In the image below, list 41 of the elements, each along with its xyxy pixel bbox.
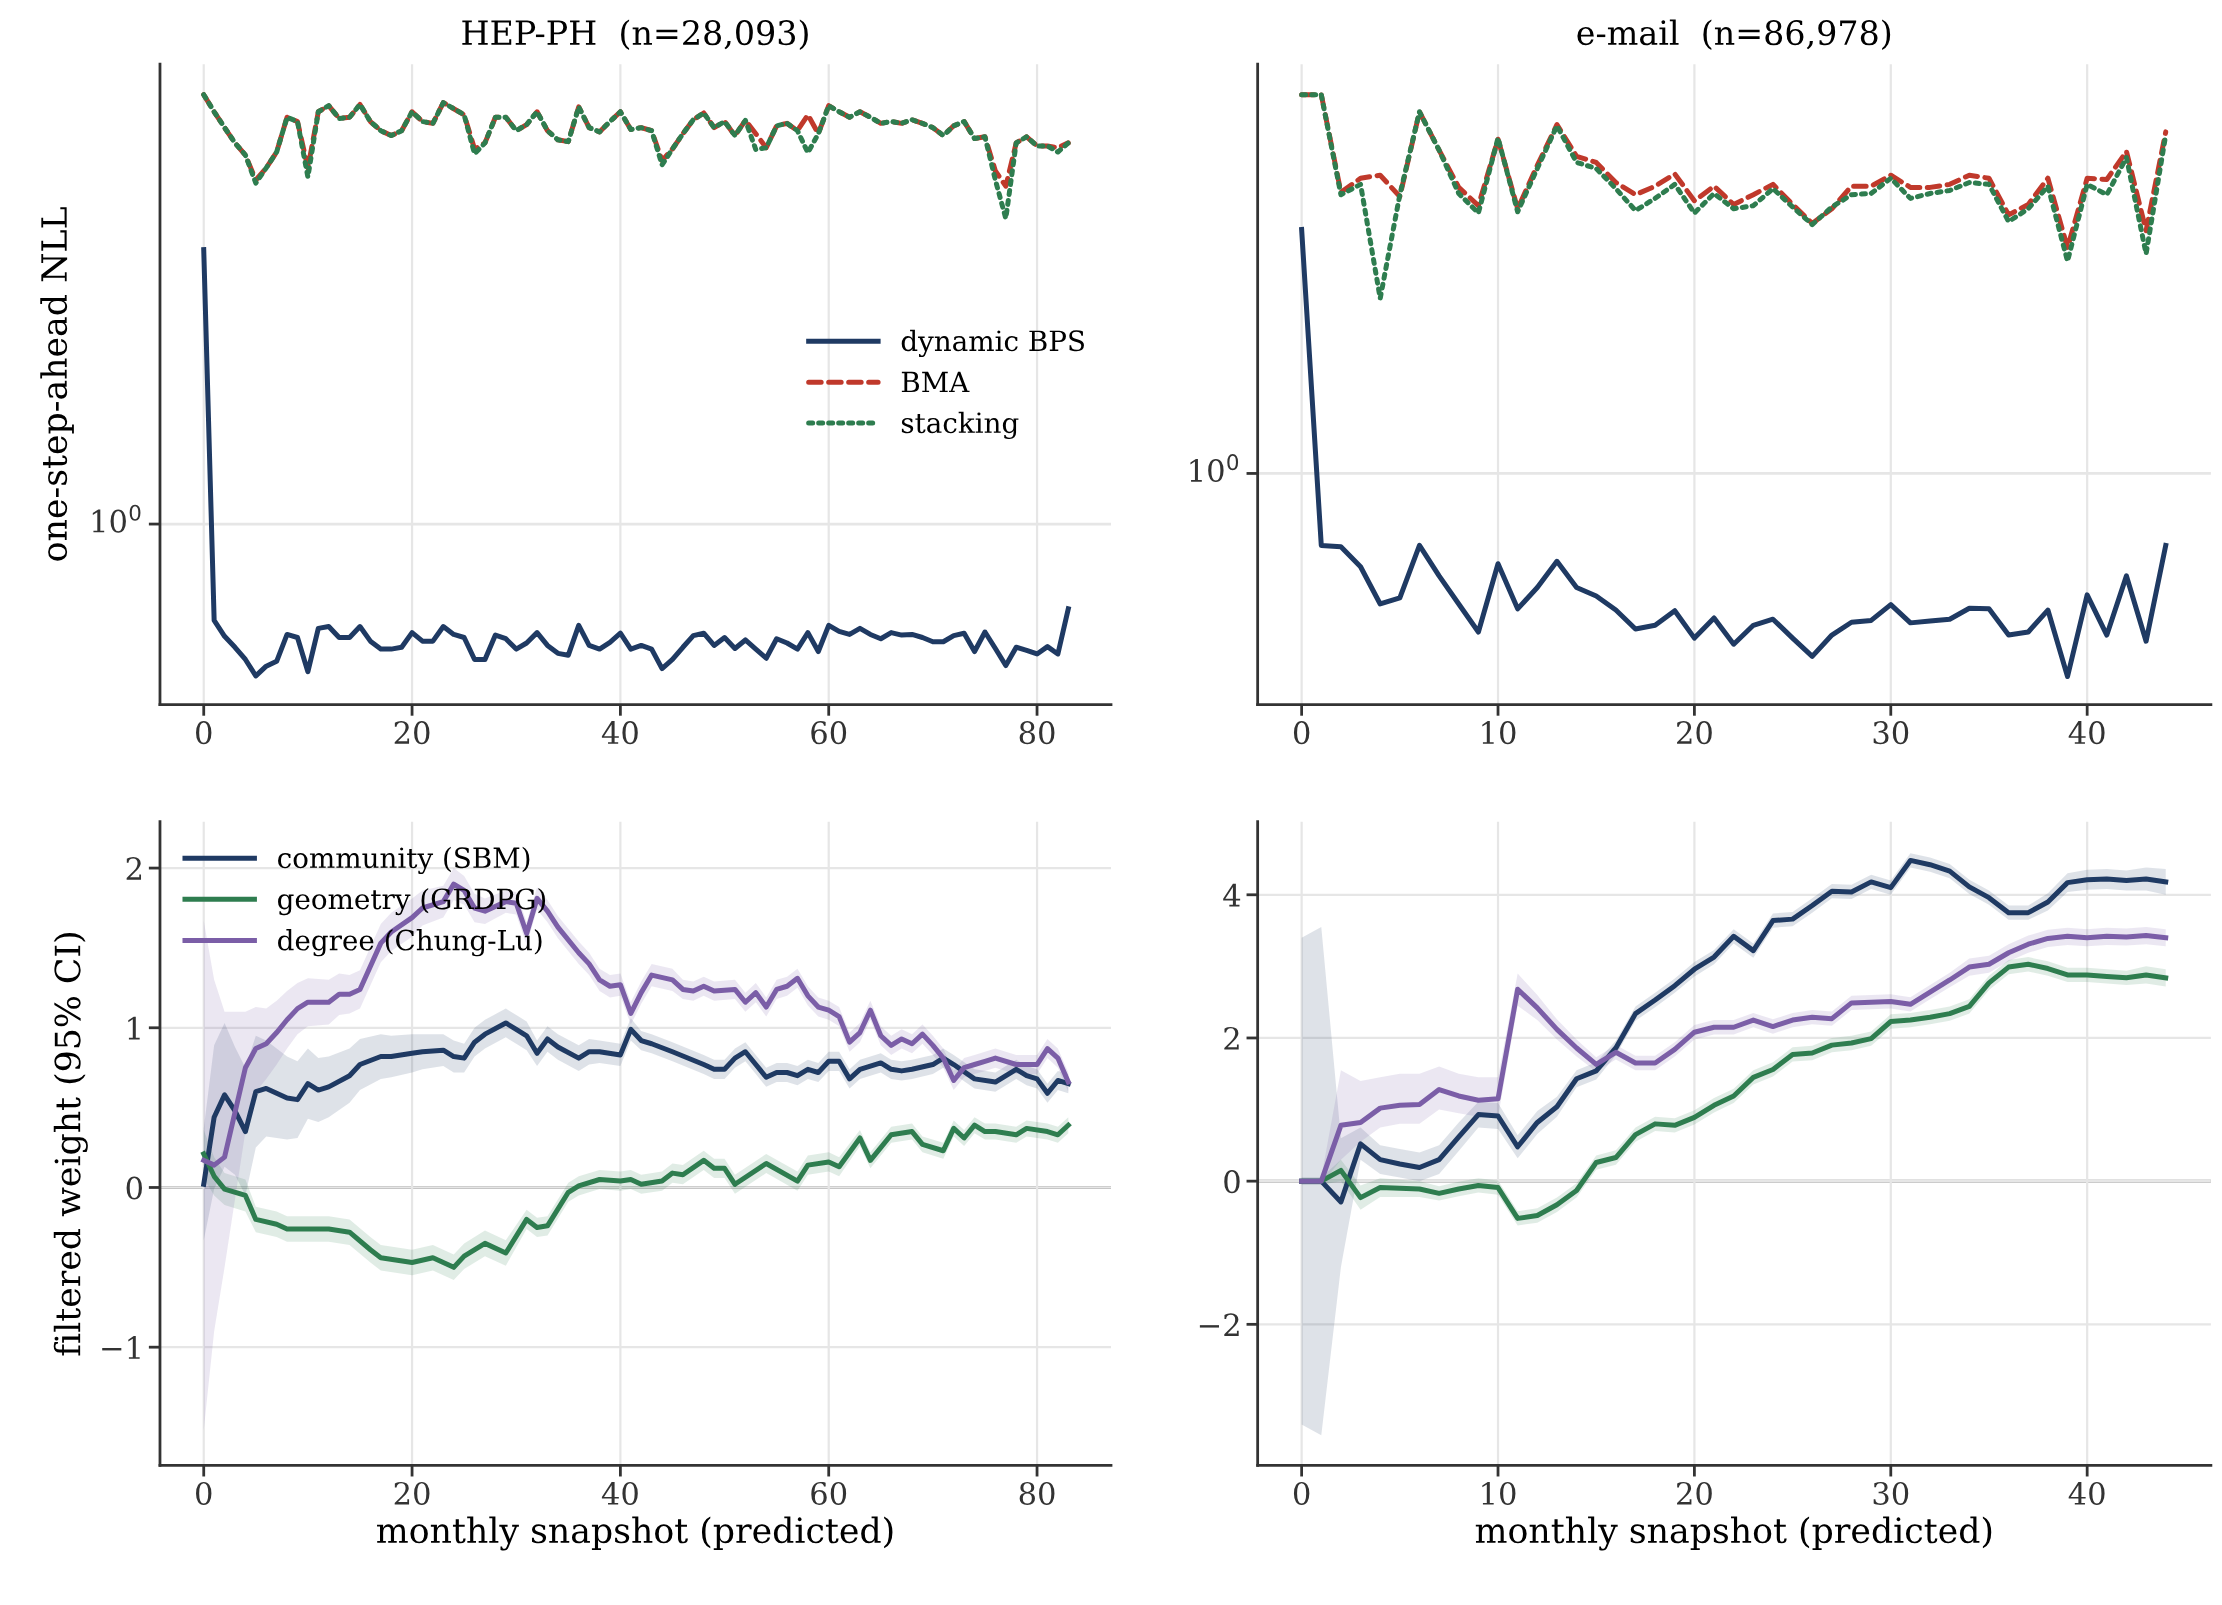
x-axis-title: monthly snapshot (predicted) [1475, 1516, 1992, 1551]
legend-label: BMA [901, 371, 970, 393]
y-tick-label: 2 [126, 857, 142, 880]
x-tick-label: 40 [601, 721, 638, 745]
legend-label: degree (Chung-Lu) [278, 929, 542, 957]
y-tick-label: 0 [1224, 1170, 1240, 1194]
x-tick-label: 20 [1677, 721, 1712, 745]
chart-title: e-mail (n=86,978) [1577, 19, 1891, 50]
x-tick-label: 40 [2068, 721, 2105, 745]
legend-label: community (SBM) [278, 846, 530, 875]
y-tick-label: 4 [1223, 883, 1241, 907]
y-tick-label: −1 [102, 1336, 140, 1359]
y-axis-title: one-step-ahead NLL [40, 207, 74, 561]
x-tick-label: 10 [1482, 1481, 1516, 1505]
x-tick-label: 80 [1019, 1481, 1055, 1505]
x-tick-label: 0 [1293, 721, 1310, 745]
x-tick-label: 20 [394, 721, 430, 745]
x-tick-label: 60 [811, 1481, 847, 1505]
x-tick-label: 20 [1677, 1481, 1712, 1505]
y-tick-label: 1 [128, 1016, 140, 1040]
x-tick-label: 20 [394, 1481, 430, 1505]
y-tick-label: 2 [1224, 1026, 1239, 1050]
x-tick-label: 0 [1293, 1481, 1310, 1505]
chart-title: HEP-PH (n=28,093) [462, 19, 808, 50]
x-tick-label: 0 [196, 721, 212, 745]
x-tick-label: 60 [811, 721, 847, 745]
x-tick-label: 0 [196, 1481, 212, 1505]
legend-label: stacking [901, 411, 1019, 440]
y-tick-label: −2 [1199, 1313, 1239, 1336]
y-tick-label: 0 [126, 1176, 142, 1200]
ref-line-label: 10$^{0}$ [1190, 454, 1239, 483]
x-tick-label: 30 [1873, 1481, 1909, 1505]
x-tick-label: 10 [1482, 721, 1516, 745]
x-tick-label: 40 [601, 1481, 638, 1505]
x-tick-label: 80 [1019, 721, 1055, 745]
x-tick-label: 40 [2068, 1481, 2105, 1505]
legend-label: dynamic BPS [901, 329, 1084, 358]
ref-line-label: 10$^{0}$ [92, 504, 141, 533]
x-tick-label: 30 [1873, 721, 1909, 745]
y-axis-title: filtered weight (95% CI) [53, 933, 88, 1356]
x-axis-title: monthly snapshot (predicted) [377, 1516, 893, 1551]
